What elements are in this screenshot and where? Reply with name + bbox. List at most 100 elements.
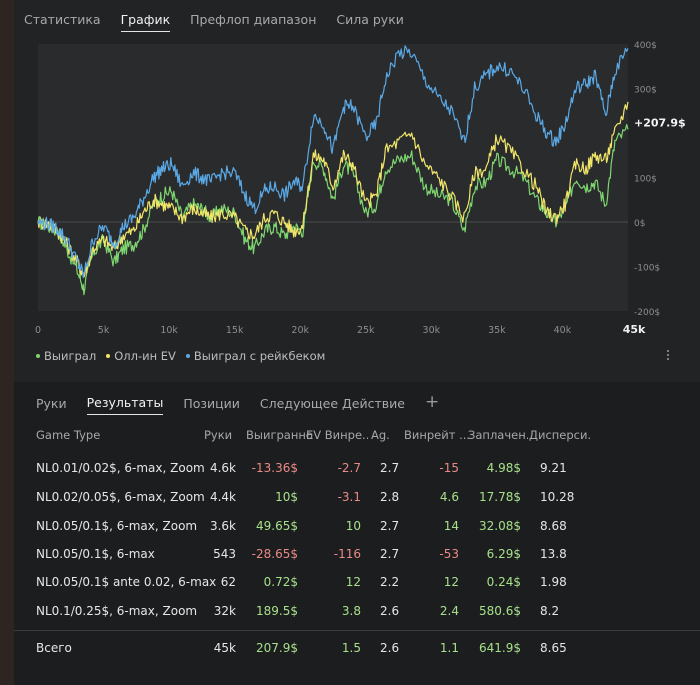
table-row[interactable]: NL0.05/0.1$, 6-max 543 -28.65$ -116 2.7 -53 6.… [14,540,700,568]
plot-area [38,44,628,311]
legend-dot-rakeback [185,354,190,358]
cell-wr: 4.6 [439,490,459,504]
x-tick-label: 5k [98,325,110,336]
legend-item-allin-ev[interactable]: Олл-ин EV [106,349,176,363]
table-row[interactable]: NL0.05/0.1$ ante 0.02, 6-max 62 0.72$ 12 2.2… [14,568,700,596]
y-tick-label: -200$ [634,308,660,318]
legend-label-allin-ev: Олл-ин EV [114,349,176,363]
cell-wr: 12 [443,575,459,589]
col-won[interactable]: Выигранно [246,428,313,442]
profit-chart: 400$ 300$ 100$ 0$ -100$ -200$ 0 5k 10k 15k 20k 25k 3… [35,41,686,336]
cell-won: 0.72$ [263,575,298,589]
tab-preflop-range[interactable]: Префлоп диапазон [190,12,317,27]
x-tick-label: 15k [226,325,244,336]
cell-paid: 0.24$ [486,575,521,589]
legend-item-rakeback[interactable]: Выиграл с рейкбеком [185,349,326,363]
tab-next-action[interactable]: Следующее Действие [259,395,405,411]
cell-var: 10.28 [540,490,575,504]
cell-ev: 10 [345,519,361,533]
cell-paid: 641.9$ [479,641,521,655]
cell-ev: -2.7 [337,461,361,475]
cell-ag: 2.6 [380,641,400,655]
cell-game: NL0.01/0.02$, 6-max, Zoom [36,461,205,475]
top-tabs: Статистика График Префлоп диапазон Сила … [24,10,424,32]
y-tick-label: -100$ [634,264,660,274]
tab-hands[interactable]: Руки [36,395,67,411]
cell-ag: 2.7 [380,519,400,533]
table-row[interactable]: NL0.02/0.05$, 6-max, Zoom 4.4k 10$ -3.1 2.8 4… [14,483,700,511]
x-tick-label: 10k [160,325,178,336]
tab-results[interactable]: Результаты [86,393,164,415]
add-tab-icon[interactable]: + [424,392,440,412]
cell-won: 207.9$ [256,641,298,655]
cell-hands: 4.4k [209,490,236,504]
results-panel [14,382,700,685]
col-variance[interactable]: Дисперси... [529,428,591,442]
x-tick-label: 40k [554,325,572,336]
legend-item-won[interactable]: Выиграл [36,349,96,363]
total-divider [14,630,700,631]
cell-var: 9.21 [540,461,567,475]
cell-ag: 2.2 [380,575,400,589]
cell-won: 49.65$ [256,519,298,533]
cell-var: 8.2 [540,604,560,618]
cell-hands: 543 [213,547,236,561]
x-tick-label: 30k [423,325,441,336]
y-tick-label: 400$ [634,41,657,51]
cell-paid: 6.29$ [486,547,521,561]
table-row[interactable]: NL0.1/0.25$, 6-max, Zoom 32k 189.5$ 3.8 2.6 2… [14,597,700,625]
cell-paid: 580.6$ [479,604,521,618]
cell-var: 13.8 [540,547,567,561]
cell-game: NL0.1/0.25$, 6-max, Zoom [36,604,198,618]
cell-paid: 4.98$ [486,461,521,475]
series-line [37,101,629,278]
col-game-type[interactable]: Game Type [36,428,101,442]
legend-dot-won [36,354,40,358]
y-tick-label: 100$ [634,175,657,185]
cell-paid: 32.08$ [479,519,521,533]
x-tick-label: 25k [357,325,375,336]
x-tick-label: 0 [35,325,41,336]
col-hands[interactable]: Руки [204,428,233,442]
table-row[interactable]: NL0.01/0.02$, 6-max, Zoom 4.6k -13.36$ -2.7… [14,454,700,482]
cell-won: -28.65$ [251,547,298,561]
cell-ev: -3.1 [337,490,361,504]
cell-paid: 17.78$ [479,490,521,504]
cell-game: Всего [36,641,72,655]
legend-label-rakeback: Выиграл с рейкбеком [193,349,326,363]
more-vertical-icon[interactable] [665,348,671,362]
x-last-label: 45k [623,323,646,336]
tab-positions[interactable]: Позиции [183,395,240,411]
series-line [37,123,629,296]
window-edge [0,0,14,685]
tab-graph[interactable]: График [120,10,171,32]
cell-var: 8.68 [540,519,567,533]
cell-hands: 4.6k [209,461,236,475]
col-paid[interactable]: Заплачен... [468,428,528,442]
table-row-total[interactable]: Всего 45k 207.9$ 1.5 2.6 1.1 641.9$ 8.65 [14,634,700,662]
cell-ev: 1.5 [341,641,361,655]
x-tick-label: 20k [291,325,309,336]
col-ev-winrate[interactable]: EV Винре... [306,428,368,442]
cell-wr: -53 [439,547,459,561]
cell-hands: 45k [213,641,236,655]
col-winrate[interactable]: Винрейт ... [404,428,470,442]
legend-label-won: Выиграл [44,349,97,363]
cell-game: NL0.05/0.1$, 6-max [36,547,155,561]
cell-var: 1.98 [540,575,567,589]
tab-hand-strength[interactable]: Сила руки [336,12,404,27]
legend-dot-allin-ev [106,354,111,358]
col-ag[interactable]: Ag. [371,428,390,442]
y-tick-label: 300$ [634,86,657,96]
table-row[interactable]: NL0.05/0.1$, 6-max, Zoom 3.6k 49.65$ 10 2.7 1… [14,512,700,540]
table-header: Game Type Руки Выигранно EV Винре... Ag.… [14,420,700,448]
cell-wr: 14 [443,519,459,533]
cell-wr: 2.4 [439,604,459,618]
cell-won: -13.36$ [251,461,298,475]
tab-statistics[interactable]: Статистика [24,12,101,27]
cell-ev: 3.8 [341,604,361,618]
cell-ag: 2.6 [380,604,400,618]
cell-ag: 2.7 [380,461,400,475]
cell-hands: 32k [213,604,236,618]
bottom-tabs: Руки Результаты Позиции Следующее Действ… [36,392,440,415]
